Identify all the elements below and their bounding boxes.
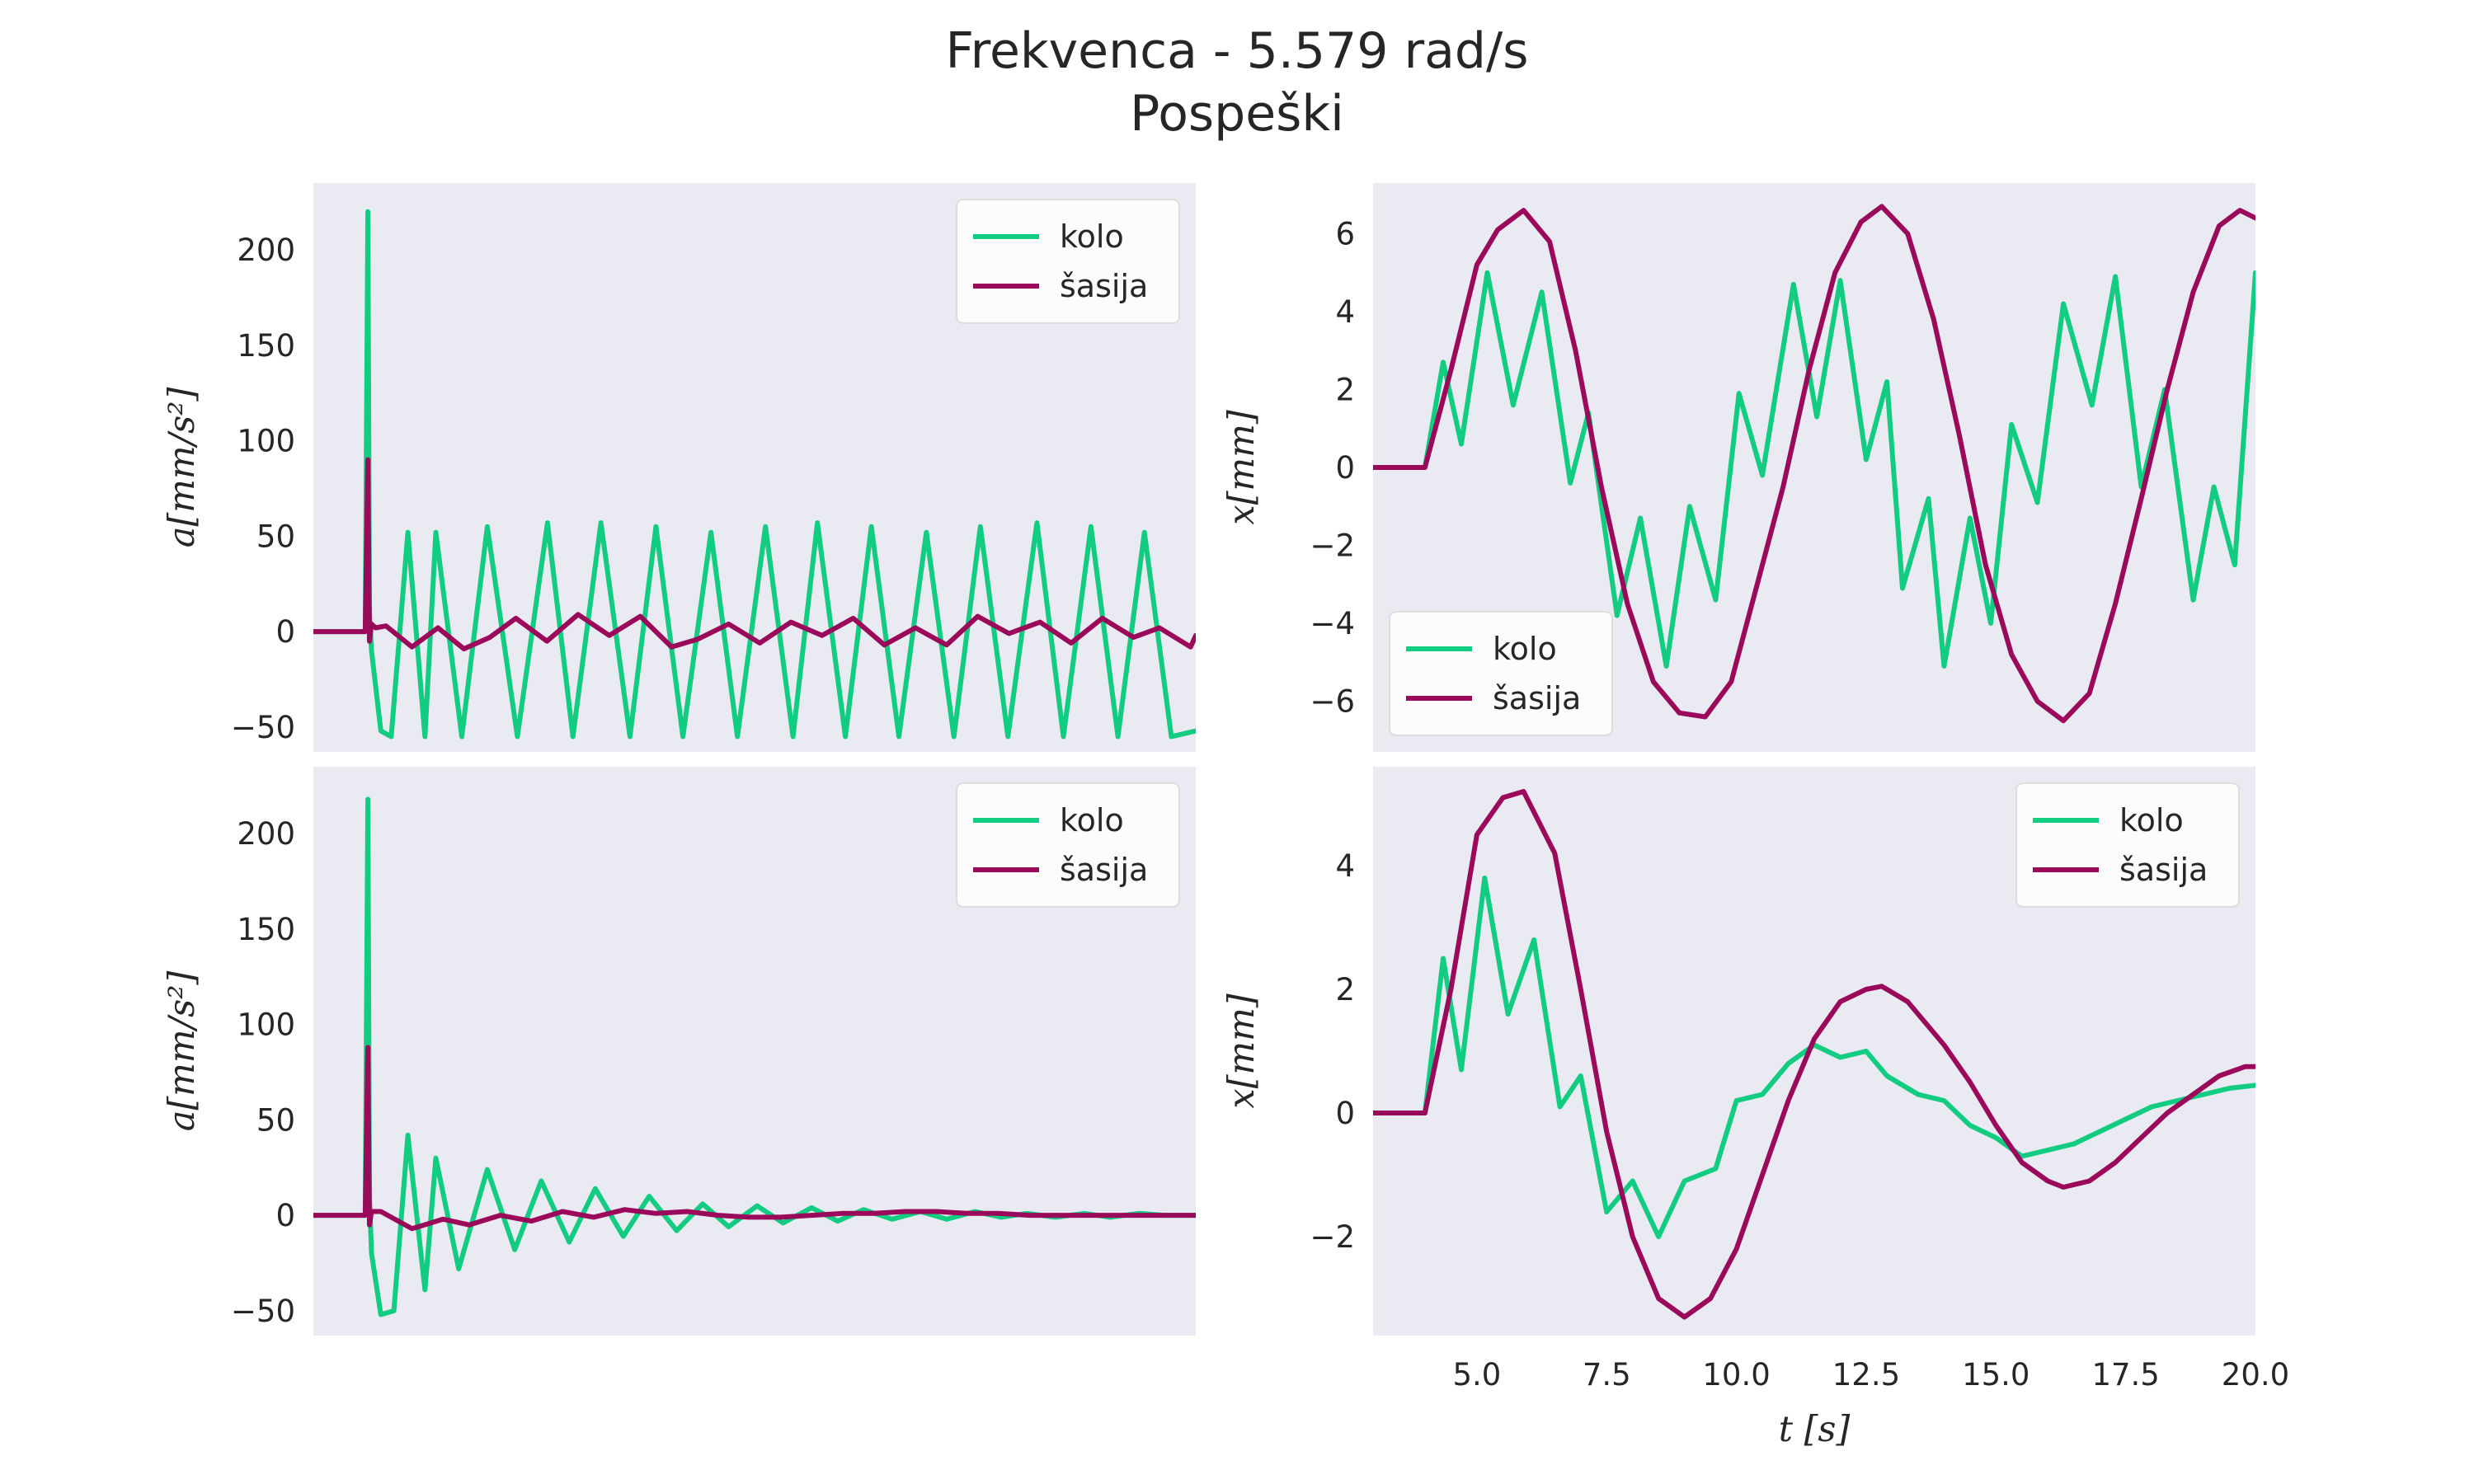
x-tick-label: 5.0 <box>1452 1357 1501 1392</box>
y-tick-label: 4 <box>1335 848 1355 884</box>
y-tick-label: −6 <box>1310 684 1355 720</box>
x-axis-label: t [s] <box>1779 1409 1851 1450</box>
panel-top-left: −50 0 50 100 150 200 a[mm/s²] kolo šasija <box>162 183 1196 752</box>
y-tick-label: −50 <box>231 710 295 745</box>
y-tick-label: 150 <box>237 912 295 947</box>
series-line-sasija <box>1373 789 2255 1320</box>
series-line-sasija <box>313 1045 1196 1232</box>
y-tick-label: 50 <box>256 519 295 554</box>
y-tick-label: −50 <box>231 1294 295 1329</box>
panels: −50050100150200a[mm/s²]kološasija−6−4−20… <box>162 183 2289 1450</box>
y-tick-label: 4 <box>1335 294 1355 330</box>
x-tick-label: 12.5 <box>1832 1357 1900 1392</box>
panel-bottom-left: −50 0 50 100 150 200 a[mm/s²] kolo šasija <box>162 767 1196 1336</box>
y-tick-label: 0 <box>275 1198 295 1233</box>
y-tick-label: 2 <box>1335 972 1355 1007</box>
y-axis-label: x[mm] <box>1221 410 1263 525</box>
figure-subtitle: Pospeški <box>1130 85 1344 143</box>
legend-box <box>1389 611 1613 736</box>
legend-label: kolo <box>1060 802 1124 838</box>
y-tick-label: 6 <box>1335 216 1355 251</box>
y-tick-label: −2 <box>1310 528 1355 564</box>
series-line-sasija <box>1373 204 2255 724</box>
legend-label: šasija <box>1060 852 1148 888</box>
x-tick-label: 20.0 <box>2222 1357 2289 1392</box>
y-tick-label: 200 <box>237 232 295 268</box>
y-tick-label: 0 <box>1335 450 1355 486</box>
legend-label: šasija <box>1493 680 1581 716</box>
series-line-kolo <box>1373 270 2255 669</box>
legend: kolo šasija <box>1389 611 1613 736</box>
y-tick-label: 200 <box>237 816 295 852</box>
legend-label: kolo <box>2119 802 2184 838</box>
series-line-kolo <box>313 209 1196 740</box>
y-axis-label: a[mm/s²] <box>162 387 203 548</box>
y-axis-label: x[mm] <box>1221 993 1263 1109</box>
y-tick-label: 0 <box>275 614 295 650</box>
legend: kolo šasija <box>956 782 1180 908</box>
legend: kolo šasija <box>956 199 1180 324</box>
panel-top-right: −6 −4 −2 0 2 4 6 x[mm] kolo šasija <box>1221 183 2255 752</box>
y-tick-label: −2 <box>1310 1219 1355 1255</box>
y-tick-label: 150 <box>237 328 295 364</box>
x-tick-label: 15.0 <box>1962 1357 2030 1392</box>
legend-label: kolo <box>1060 218 1124 255</box>
legend-box <box>2015 782 2240 908</box>
legend-label: šasija <box>2119 852 2208 888</box>
y-axis-label: a[mm/s²] <box>162 971 203 1132</box>
legend-label: kolo <box>1493 631 1557 667</box>
panel-bottom-right: −2 0 2 4 5.0 7.5 10.0 12.5 15.0 17.5 20.0 x[mm] t [s… <box>1221 767 2289 1450</box>
x-tick-label: 17.5 <box>2091 1357 2159 1392</box>
y-tick-label: 0 <box>1335 1096 1355 1131</box>
legend: kolo šasija <box>2015 782 2240 908</box>
y-tick-label: −4 <box>1310 606 1355 641</box>
figure-title: Frekvenca - 5.579 rad/s <box>946 22 1529 80</box>
y-tick-label: 100 <box>237 1007 295 1043</box>
y-tick-label: 2 <box>1335 372 1355 407</box>
x-tick-label: 7.5 <box>1583 1357 1631 1392</box>
y-tick-label: 50 <box>256 1102 295 1138</box>
legend-box <box>956 782 1180 908</box>
series-line-sasija <box>313 457 1196 651</box>
legend-box <box>956 199 1180 324</box>
y-tick-label: 100 <box>237 424 295 459</box>
legend-label: šasija <box>1060 268 1148 304</box>
x-tick-label: 10.0 <box>1702 1357 1770 1392</box>
